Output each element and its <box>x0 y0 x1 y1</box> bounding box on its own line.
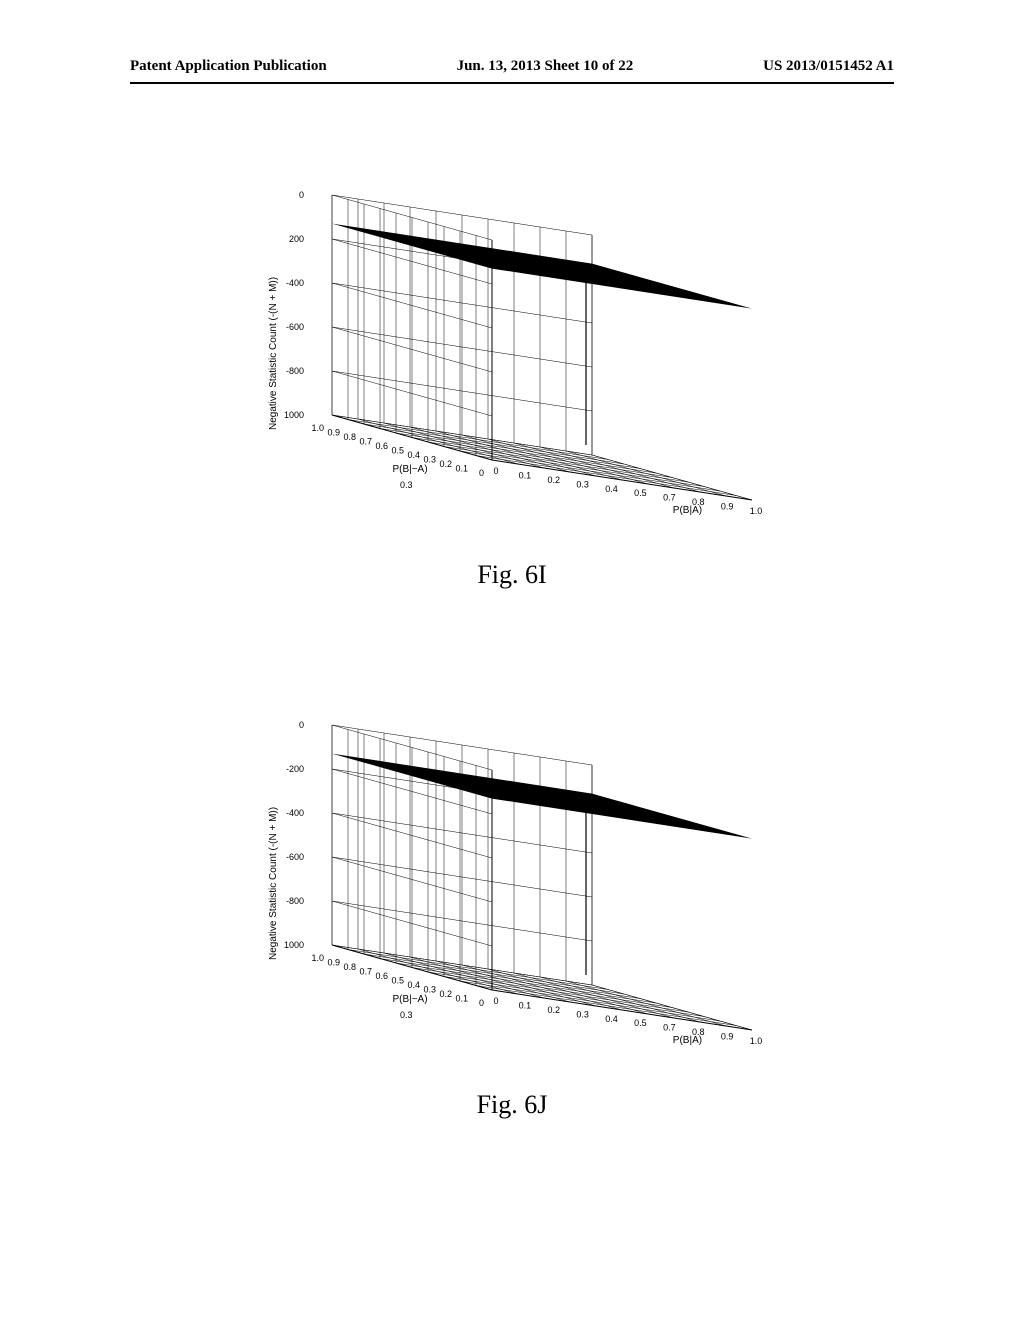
svg-text:0.5: 0.5 <box>634 488 647 498</box>
svg-text:1.0: 1.0 <box>311 423 324 433</box>
svg-text:0.9: 0.9 <box>327 428 340 438</box>
svg-text:0.5: 0.5 <box>391 976 404 986</box>
surface-plot-6i: 0200-400-600-800100000.10.20.30.40.50.70… <box>252 150 772 530</box>
header-right: US 2013/0151452 A1 <box>763 58 894 75</box>
header-left: Patent Application Publication <box>130 58 327 75</box>
svg-text:0.8: 0.8 <box>343 962 356 972</box>
surface-plot-6j: 0-200-400-600-800100000.10.20.30.40.50.7… <box>252 680 772 1060</box>
svg-text:0.4: 0.4 <box>407 980 420 990</box>
svg-text:0.7: 0.7 <box>663 493 676 503</box>
svg-text:P(B|A): P(B|A) <box>673 1035 702 1046</box>
svg-text:-800: -800 <box>286 366 304 376</box>
svg-text:0.3: 0.3 <box>576 1009 589 1019</box>
svg-text:-200: -200 <box>286 764 304 774</box>
svg-text:0.1: 0.1 <box>455 464 468 474</box>
svg-text:0.3: 0.3 <box>576 479 589 489</box>
figure-6i: 0200-400-600-800100000.10.20.30.40.50.70… <box>0 150 1024 590</box>
header-center: Jun. 13, 2013 Sheet 10 of 22 <box>457 58 634 75</box>
svg-text:0.5: 0.5 <box>391 446 404 456</box>
svg-text:0.7: 0.7 <box>663 1023 676 1033</box>
svg-text:1.0: 1.0 <box>311 953 324 963</box>
svg-text:0.4: 0.4 <box>605 1014 618 1024</box>
figure-6j: 0-200-400-600-800100000.10.20.30.40.50.7… <box>0 680 1024 1120</box>
svg-text:0.2: 0.2 <box>548 475 561 485</box>
svg-text:P(B|~A): P(B|~A) <box>392 994 427 1005</box>
svg-text:0.1: 0.1 <box>519 470 532 480</box>
figure-caption: Fig. 6J <box>0 1090 1024 1120</box>
svg-text:0: 0 <box>479 468 484 478</box>
svg-text:0.3: 0.3 <box>400 1010 413 1020</box>
svg-text:0.2: 0.2 <box>439 459 452 469</box>
svg-text:0.9: 0.9 <box>721 1032 734 1042</box>
svg-text:0.1: 0.1 <box>519 1000 532 1010</box>
svg-text:-400: -400 <box>286 278 304 288</box>
svg-text:0.8: 0.8 <box>343 432 356 442</box>
svg-text:0.6: 0.6 <box>375 971 388 981</box>
svg-text:0.9: 0.9 <box>327 958 340 968</box>
svg-text:1.0: 1.0 <box>750 1036 763 1046</box>
svg-text:0: 0 <box>479 998 484 1008</box>
svg-text:0.6: 0.6 <box>375 441 388 451</box>
svg-text:0: 0 <box>493 996 498 1006</box>
z-axis-label: Negative Statistic Count (-(N + M)) <box>268 807 279 960</box>
svg-text:0.7: 0.7 <box>359 967 372 977</box>
svg-text:-600: -600 <box>286 322 304 332</box>
svg-text:0.4: 0.4 <box>605 484 618 494</box>
page-header: Patent Application Publication Jun. 13, … <box>0 58 1024 75</box>
svg-text:0: 0 <box>299 190 304 200</box>
svg-text:0: 0 <box>493 466 498 476</box>
header-rule <box>130 82 894 84</box>
svg-text:-400: -400 <box>286 808 304 818</box>
svg-text:1000: 1000 <box>284 410 304 420</box>
svg-text:0: 0 <box>299 720 304 730</box>
chart-6i: 0200-400-600-800100000.10.20.30.40.50.70… <box>252 150 772 530</box>
figure-caption: Fig. 6I <box>0 560 1024 590</box>
svg-text:0.3: 0.3 <box>400 480 413 490</box>
svg-text:200: 200 <box>289 234 304 244</box>
svg-text:1.0: 1.0 <box>750 506 763 516</box>
chart-6j: 0-200-400-600-800100000.10.20.30.40.50.7… <box>252 680 772 1060</box>
z-axis-label: Negative Statistic Count (-(N + M)) <box>268 277 279 430</box>
svg-text:-800: -800 <box>286 896 304 906</box>
svg-text:1000: 1000 <box>284 940 304 950</box>
svg-text:0.1: 0.1 <box>455 994 468 1004</box>
svg-text:0.2: 0.2 <box>439 989 452 999</box>
svg-text:0.2: 0.2 <box>548 1005 561 1015</box>
svg-text:P(B|~A): P(B|~A) <box>392 464 427 475</box>
svg-text:0.9: 0.9 <box>721 502 734 512</box>
svg-text:0.4: 0.4 <box>407 450 420 460</box>
svg-text:0.7: 0.7 <box>359 437 372 447</box>
svg-text:P(B|A): P(B|A) <box>673 505 702 516</box>
svg-text:0.5: 0.5 <box>634 1018 647 1028</box>
svg-text:-600: -600 <box>286 852 304 862</box>
